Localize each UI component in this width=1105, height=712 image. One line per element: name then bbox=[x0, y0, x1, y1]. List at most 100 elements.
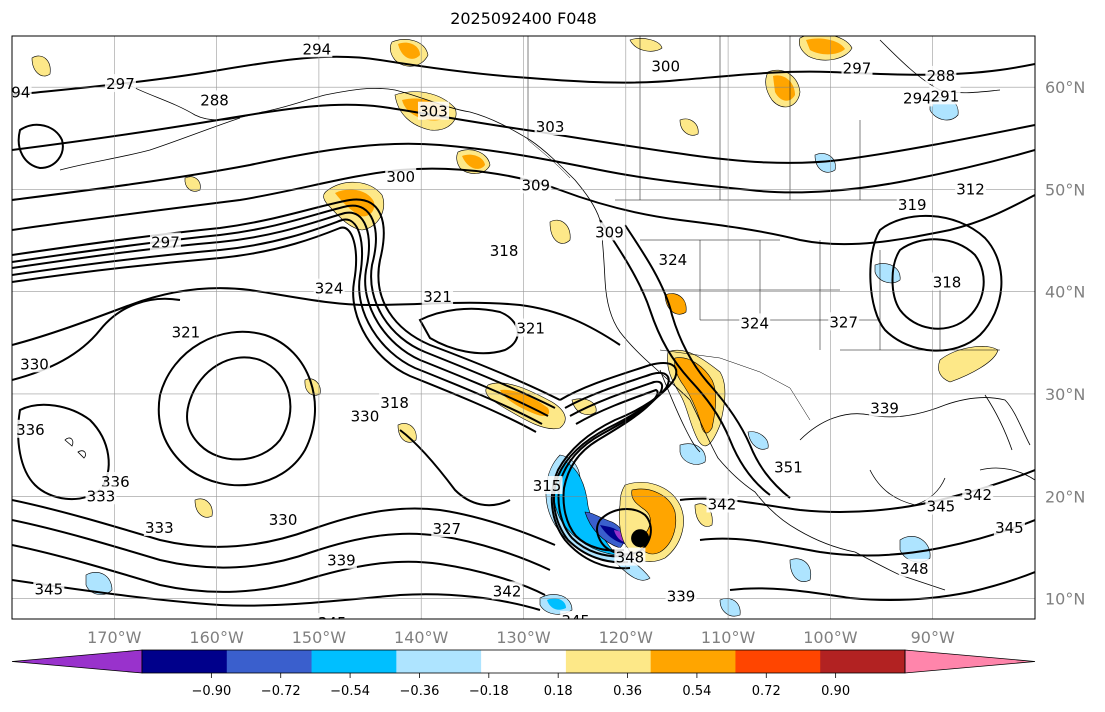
contour-label-text: 303 bbox=[419, 103, 448, 121]
contour-mid-1 bbox=[399, 429, 511, 507]
contour-jet-4 bbox=[12, 218, 543, 425]
shade-baja-medium bbox=[674, 357, 717, 434]
contour-label: 345 bbox=[33, 579, 65, 598]
contour-label-halo bbox=[104, 74, 136, 93]
lon-tick-label: 110°W bbox=[701, 628, 756, 647]
shade-hudson-top-core bbox=[806, 38, 845, 55]
contour-label-halo bbox=[898, 558, 930, 577]
contour-label: 342 bbox=[962, 485, 994, 504]
contour-label: 315 bbox=[531, 476, 563, 495]
contour-label: 309 bbox=[593, 222, 625, 241]
contour-label-halo bbox=[841, 58, 873, 77]
contour-label-halo bbox=[149, 232, 181, 251]
contour-label-text: 297 bbox=[843, 60, 872, 78]
contour-label: 288 bbox=[199, 90, 231, 109]
lat-tick-label: 50°N bbox=[1045, 180, 1085, 199]
lon-tick-label: 130°W bbox=[496, 628, 551, 647]
contour-label-halo bbox=[316, 613, 348, 619]
colorbar-tick-label: 0.54 bbox=[682, 684, 711, 699]
colorbar-segment bbox=[226, 650, 313, 673]
contour-label-halo bbox=[170, 322, 202, 341]
contour-label: 303 bbox=[417, 101, 449, 121]
contour-label: 291 bbox=[929, 86, 961, 105]
contour-label-halo bbox=[143, 517, 175, 536]
colorbar-tick-label: −0.54 bbox=[330, 684, 370, 699]
contour-label-halo bbox=[313, 278, 345, 297]
contour-label-text: 345 bbox=[561, 612, 590, 630]
contour-label-text: 339 bbox=[667, 587, 696, 605]
contour-label-text: 333 bbox=[87, 487, 116, 505]
colorbar-segment bbox=[735, 650, 821, 673]
contour-label-text: 336 bbox=[16, 421, 45, 439]
colorbar-segment bbox=[396, 650, 482, 673]
contour-east-low bbox=[891, 238, 985, 330]
contour-label-halo bbox=[931, 272, 963, 291]
contour-label: 342 bbox=[491, 581, 523, 600]
lon-tick-label: 140°W bbox=[394, 628, 449, 647]
contour-label: 321 bbox=[515, 318, 547, 338]
lon-tick-label: 150°W bbox=[292, 628, 347, 647]
lon-tick-label: 120°W bbox=[599, 628, 654, 647]
contour-label-text: 351 bbox=[774, 459, 803, 477]
contour-south-4 bbox=[12, 579, 541, 611]
shade-neg-spot-7 bbox=[789, 558, 812, 582]
contour-label-text: 318 bbox=[490, 242, 519, 260]
contour-label: 333 bbox=[85, 486, 117, 505]
contour-label-text: 342 bbox=[963, 486, 992, 504]
contour-label-halo bbox=[19, 354, 51, 373]
border-states bbox=[640, 239, 1000, 351]
contour-east-2 bbox=[699, 519, 1035, 557]
contour-label-text: 294 bbox=[903, 89, 932, 107]
contour-label-text: 321 bbox=[423, 288, 452, 306]
colorbar-tick-label: −0.90 bbox=[191, 684, 231, 699]
lon-tick-label: 160°W bbox=[189, 628, 244, 647]
contour-label: 297 bbox=[104, 74, 136, 93]
contour-label: 333 bbox=[143, 517, 175, 537]
shade-pos-spot-6 bbox=[629, 38, 663, 52]
contour-label-text: 327 bbox=[432, 520, 461, 538]
contour-label-halo bbox=[431, 518, 463, 537]
shade-negative-darkest bbox=[600, 525, 626, 544]
contour-low-pacific bbox=[186, 356, 292, 461]
contour-label: 318 bbox=[488, 240, 520, 260]
contour-label: 330 bbox=[349, 406, 381, 425]
contour-label-halo bbox=[962, 485, 994, 504]
contour-label: 324 bbox=[657, 249, 689, 269]
lat-tick-label: 30°N bbox=[1045, 385, 1085, 404]
contour-label-halo bbox=[325, 550, 357, 569]
contour-label-halo bbox=[665, 586, 697, 605]
contour-label: 309 bbox=[520, 175, 552, 194]
contour-label-halo bbox=[593, 222, 625, 241]
border-alaska-canada bbox=[527, 36, 571, 179]
colorbar-extend-low bbox=[11, 649, 143, 674]
contour-label: 330 bbox=[19, 354, 51, 373]
contour-rockies-2 bbox=[624, 224, 791, 499]
border-provinces bbox=[639, 36, 861, 200]
colorbar-frame bbox=[141, 649, 906, 674]
contour-label-text: 294 bbox=[303, 40, 332, 58]
contour-label: 288 bbox=[925, 65, 957, 85]
contour-label-halo bbox=[385, 167, 417, 186]
contour-label-text: 324 bbox=[315, 280, 344, 298]
shade-north-top-core bbox=[398, 42, 420, 59]
lon-tick-label: 90°W bbox=[911, 628, 955, 647]
shade-neg-spot-5b bbox=[547, 598, 566, 610]
contour-label-text: 348 bbox=[900, 560, 929, 578]
contour-label-text: 342 bbox=[493, 582, 522, 600]
contour-label-halo bbox=[534, 117, 566, 136]
contour-label-halo bbox=[739, 313, 771, 332]
contour-label-text: 345 bbox=[318, 614, 347, 632]
contour-label-text: 318 bbox=[933, 273, 962, 291]
contour-label-halo bbox=[657, 249, 689, 268]
contour-label-halo bbox=[614, 547, 646, 566]
theta-contours bbox=[12, 55, 1035, 611]
colorbar-segment bbox=[820, 650, 906, 673]
contour-tc-wrap-1 bbox=[550, 362, 678, 570]
contour-label: 294 bbox=[301, 39, 333, 58]
contour-jet-5 bbox=[12, 226, 537, 433]
lon-tick-label: 100°W bbox=[803, 628, 858, 647]
contour-label-text: 300 bbox=[386, 168, 415, 186]
contour-label-text: 345 bbox=[995, 519, 1024, 537]
contour-label-text: 312 bbox=[956, 180, 985, 198]
